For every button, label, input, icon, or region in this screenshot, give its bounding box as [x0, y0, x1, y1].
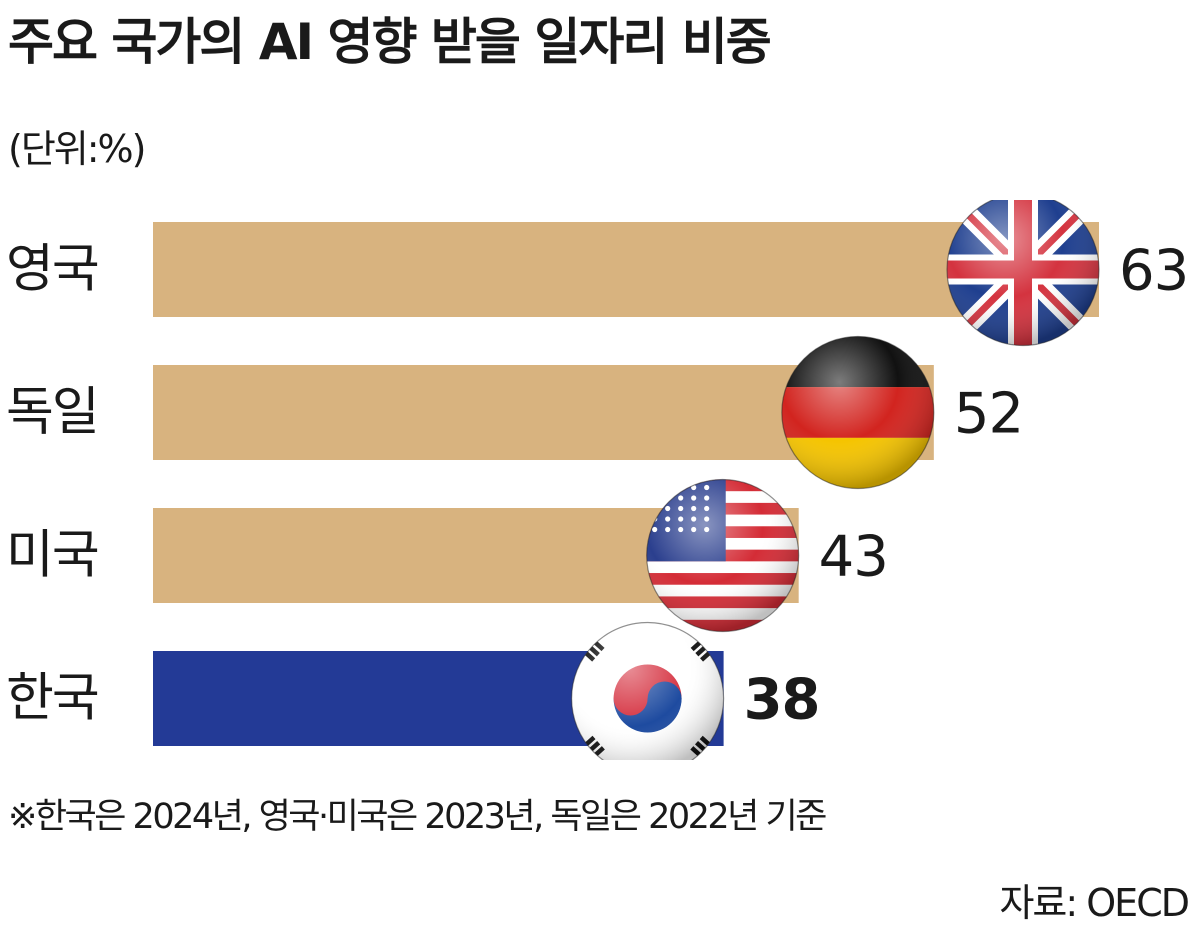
chart-title: 주요 국가의 AI 영향 받을 일자리 비중: [8, 13, 772, 71]
source-label: 자료: OECD: [999, 881, 1190, 925]
value-label: 38: [744, 668, 820, 733]
usa-flag-icon: [646, 478, 800, 633]
category-label: 영국: [6, 240, 98, 300]
value-label: 52: [954, 382, 1023, 447]
bar-1: [153, 222, 1099, 317]
value-label: 63: [1119, 239, 1188, 304]
germany-flag-icon: [781, 335, 935, 490]
category-label: 한국: [6, 669, 98, 729]
category-label: 미국: [6, 526, 98, 586]
uk-flag-icon: [946, 200, 1100, 347]
unit-label: (단위:%): [8, 127, 146, 171]
value-label: 43: [819, 525, 888, 590]
category-label: 독일: [6, 383, 98, 443]
footnote: ※한국은 2024년, 영국·미국은 2023년, 독일은 2022년 기준: [8, 797, 827, 837]
bar-chart: 영국 63 독일 52 미국 43 한국 38: [6, 200, 1189, 760]
korea-flag-icon: [571, 621, 725, 760]
